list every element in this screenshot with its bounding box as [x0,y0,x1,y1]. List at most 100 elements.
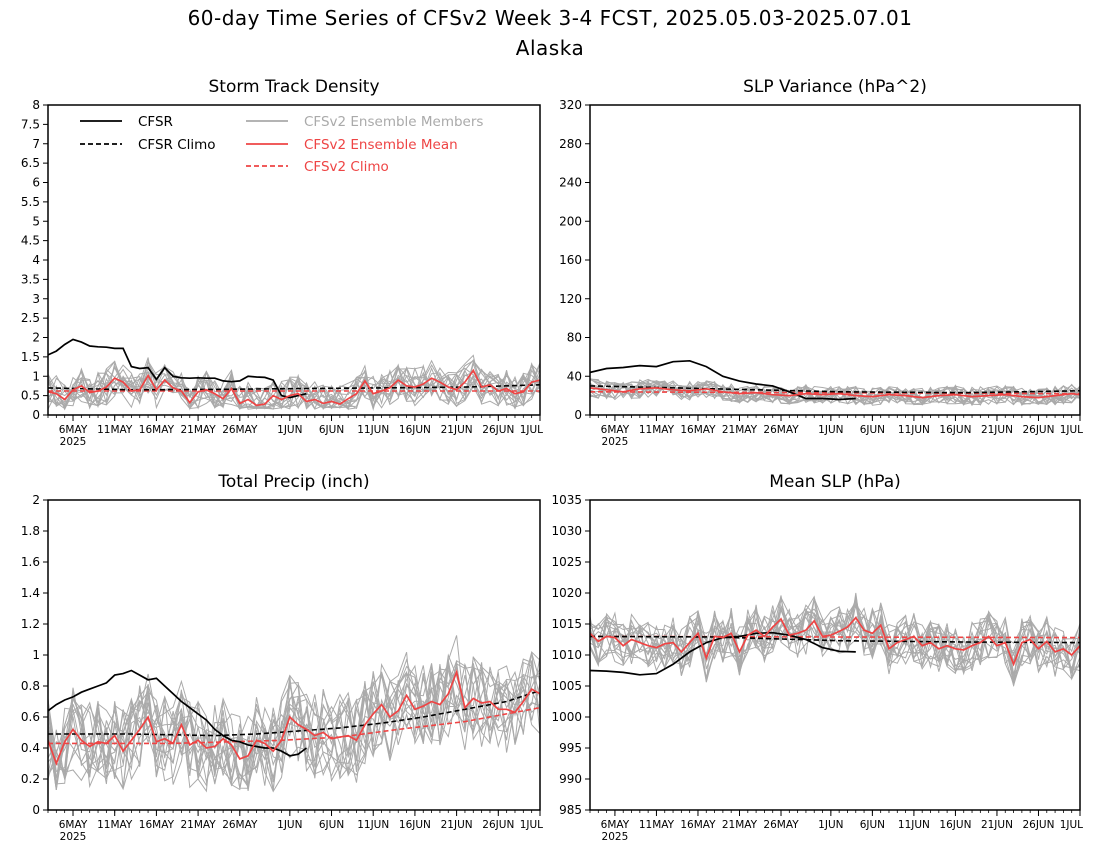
x-tick-label: 16JUN [399,424,431,436]
y-tick-label: 3 [32,292,40,306]
ensemble-member-line [48,359,540,410]
x-tick-label: 21JUN [441,424,473,436]
x-tick-label: 11MAY [97,819,133,831]
y-tick-label: 985 [559,803,582,817]
series-line [590,387,1080,399]
ensemble-member-line [48,664,540,784]
chart-panel-4: Mean SLP (hPa) 985 990 995 1000 1005 1010 1015 1… [551,472,1083,843]
chart-title: Total Precip (inch) [217,472,369,492]
plot-area [590,592,1080,688]
x-tick-label: 6JUN [319,424,344,436]
x-tick-label: 1JUN [818,424,843,436]
y-tick-label: 1000 [551,710,582,724]
y-tick-label: 160 [559,253,582,267]
x-tick-label: 21JUN [981,424,1013,436]
x-tick-label: 1JUN [277,424,302,436]
x-year-label: 2025 [602,831,629,843]
y-tick-label: 40 [567,369,582,383]
ensemble-member-line [590,599,1080,675]
ensemble-member-line [48,364,540,410]
x-tick-label: 1JUL [520,819,543,831]
x-tick-label: 11JUN [357,424,389,436]
y-tick-label: 7 [32,137,40,151]
series-line [48,669,308,757]
x-tick-label: 21MAY [722,424,758,436]
x-year-label: 2025 [602,436,629,448]
y-tick-label: 0.8 [21,679,40,693]
ensemble-member-line [48,662,540,790]
x-tick-label: 21JUN [441,819,473,831]
legend-label: CFSR [138,114,173,130]
plot-area [48,338,540,411]
x-tick-label: 1JUL [1060,424,1083,436]
x-tick-label: 16MAY [680,819,716,831]
y-tick-label: 1015 [551,617,582,631]
y-tick-label: 1035 [551,493,582,507]
y-tick-label: 0.4 [21,741,40,755]
x-tick-label: 21JUN [981,819,1013,831]
x-tick-label: 26MAY [763,819,799,831]
plot-frame [47,499,541,811]
x-tick-label: 21MAY [722,819,758,831]
x-tick-label: 16JUN [399,819,431,831]
plot-frame [589,104,1081,416]
x-tick-label: 11MAY [97,424,133,436]
plot-area [48,635,540,793]
ensemble-member-line [48,635,540,789]
x-tick-label: 26MAY [222,819,258,831]
y-tick-label: 2 [32,331,40,345]
y-tick-label: 280 [559,137,582,151]
y-tick-label: 0.5 [21,389,40,403]
y-tick-label: 0.2 [21,772,40,786]
chart-title: Storm Track Density [208,77,379,97]
ensemble-member-line [590,595,1080,678]
y-tick-label: 2.5 [21,311,40,325]
chart-title: Mean SLP (hPa) [769,472,901,492]
x-year-label: 2025 [60,831,87,843]
y-tick-label: 5.5 [21,195,40,209]
x-tick-label: 21MAY [181,819,217,831]
y-tick-label: 1 [32,369,40,383]
x-tick-label: 11MAY [639,424,675,436]
series-line [590,385,1080,394]
legend-label: CFSv2 Climo [304,159,389,175]
series-line [48,368,540,407]
ensemble-member-line [590,592,1080,678]
y-tick-label: 0.6 [21,710,40,724]
x-tick-label: 21MAY [181,424,217,436]
x-tick-label: 6MAY [601,424,630,436]
legend-label: CFSv2 Ensemble Members [304,114,483,130]
plot-area [590,359,1080,407]
y-tick-label: 0 [32,408,40,422]
y-tick-label: 1005 [551,679,582,693]
chart-panel-3: Total Precip (inch) 0 0.2 0.4 0.6 0.8 1 1.2 1.4 1… [21,472,543,843]
x-tick-label: 26MAY [763,424,799,436]
ensemble-member-line [590,594,1080,675]
ensemble-member-line [48,361,540,410]
x-tick-label: 6MAY [59,819,88,831]
x-tick-label: 1JUN [818,819,843,831]
y-tick-label: 1.2 [21,617,40,631]
y-tick-label: 1.5 [21,350,40,364]
x-tick-label: 6MAY [59,424,88,436]
y-tick-label: 1.4 [21,586,40,600]
x-tick-label: 26MAY [222,424,258,436]
y-tick-label: 2 [32,493,40,507]
ensemble-member-line [590,605,1080,684]
y-tick-label: 120 [559,292,582,306]
y-tick-label: 1030 [551,524,582,538]
legend-label: CFSR Climo [138,137,216,153]
x-tick-label: 16JUN [939,819,971,831]
x-tick-label: 1JUN [277,819,302,831]
x-tick-label: 26JUN [1022,819,1054,831]
ensemble-member-line [590,380,1080,405]
y-tick-label: 80 [567,331,582,345]
x-tick-label: 26JUN [482,424,514,436]
x-tick-label: 1JUL [1060,819,1083,831]
series-line [48,669,540,766]
x-tick-label: 16JUN [939,424,971,436]
legend-label: CFSv2 Ensemble Mean [304,137,458,153]
y-tick-label: 0 [32,803,40,817]
y-tick-label: 1.8 [21,524,40,538]
